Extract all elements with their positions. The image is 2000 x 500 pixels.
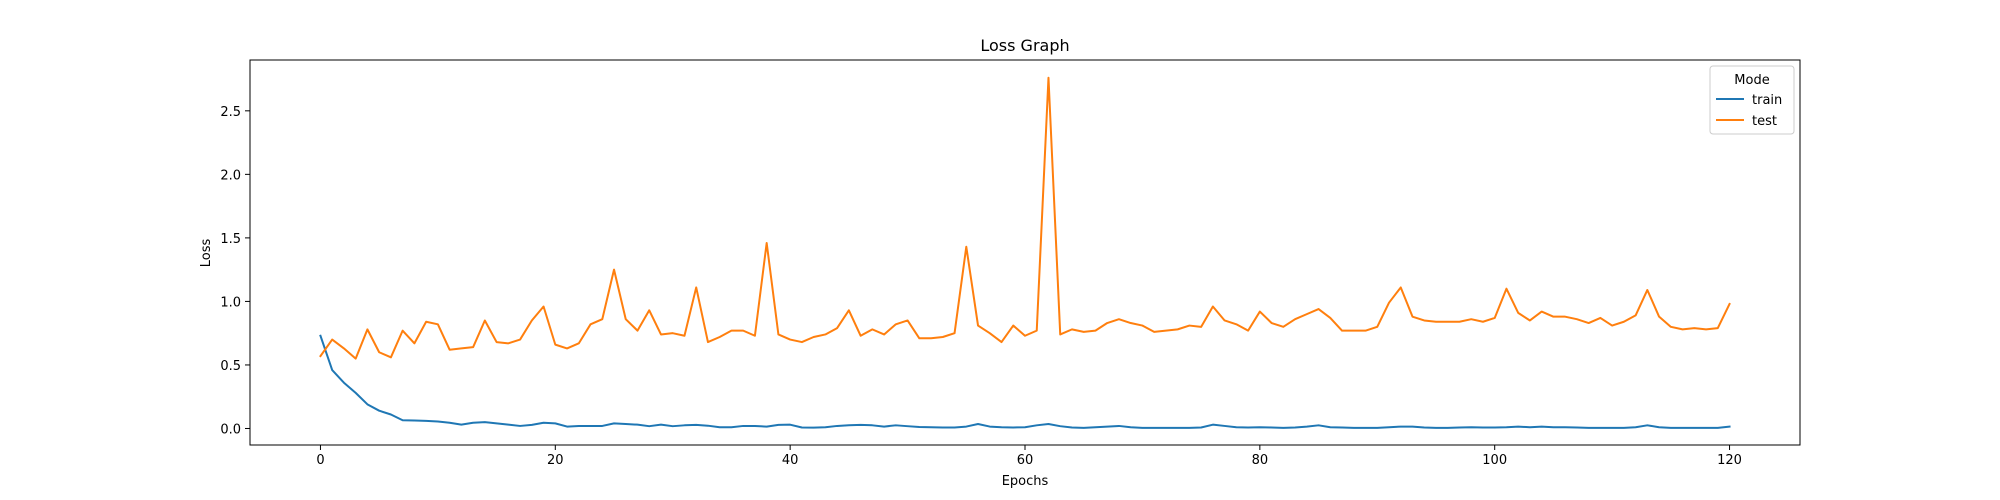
- chart-title: Loss Graph: [980, 36, 1069, 55]
- x-axis: 0 20 40 60 80 100 120: [316, 445, 1742, 468]
- series-layer: [319, 76, 1731, 429]
- y-tick-label: 1.5: [220, 232, 241, 247]
- y-tick-label: 0.0: [220, 422, 241, 437]
- x-tick-label: 120: [1717, 453, 1742, 468]
- plot-frame: [249, 59, 1801, 446]
- x-tick-label: 60: [1017, 453, 1034, 468]
- x-tick-label: 20: [547, 453, 564, 468]
- legend-label-train: train: [1752, 93, 1782, 108]
- y-axis-label: Loss: [199, 239, 214, 268]
- legend: Mode train test: [1709, 65, 1795, 135]
- x-axis-label: Epochs: [1002, 474, 1049, 489]
- y-tick-label: 0.5: [220, 359, 241, 374]
- series-line-train: [319, 334, 1731, 429]
- y-tick-label: 2.0: [220, 168, 241, 183]
- y-tick-label: 1.0: [220, 295, 241, 310]
- legend-label-test: test: [1752, 114, 1777, 129]
- legend-title: Mode: [1734, 73, 1769, 88]
- series-line-test: [319, 76, 1731, 360]
- y-axis: 0.0 0.5 1.0 1.5 2.0 2.5: [220, 105, 250, 437]
- x-tick-label: 0: [316, 453, 324, 468]
- y-tick-label: 2.5: [220, 105, 241, 120]
- plot-area: [249, 59, 1801, 446]
- x-tick-label: 100: [1482, 453, 1507, 468]
- x-tick-label: 80: [1252, 453, 1269, 468]
- legend-box: [1709, 65, 1795, 135]
- x-tick-label: 40: [782, 453, 799, 468]
